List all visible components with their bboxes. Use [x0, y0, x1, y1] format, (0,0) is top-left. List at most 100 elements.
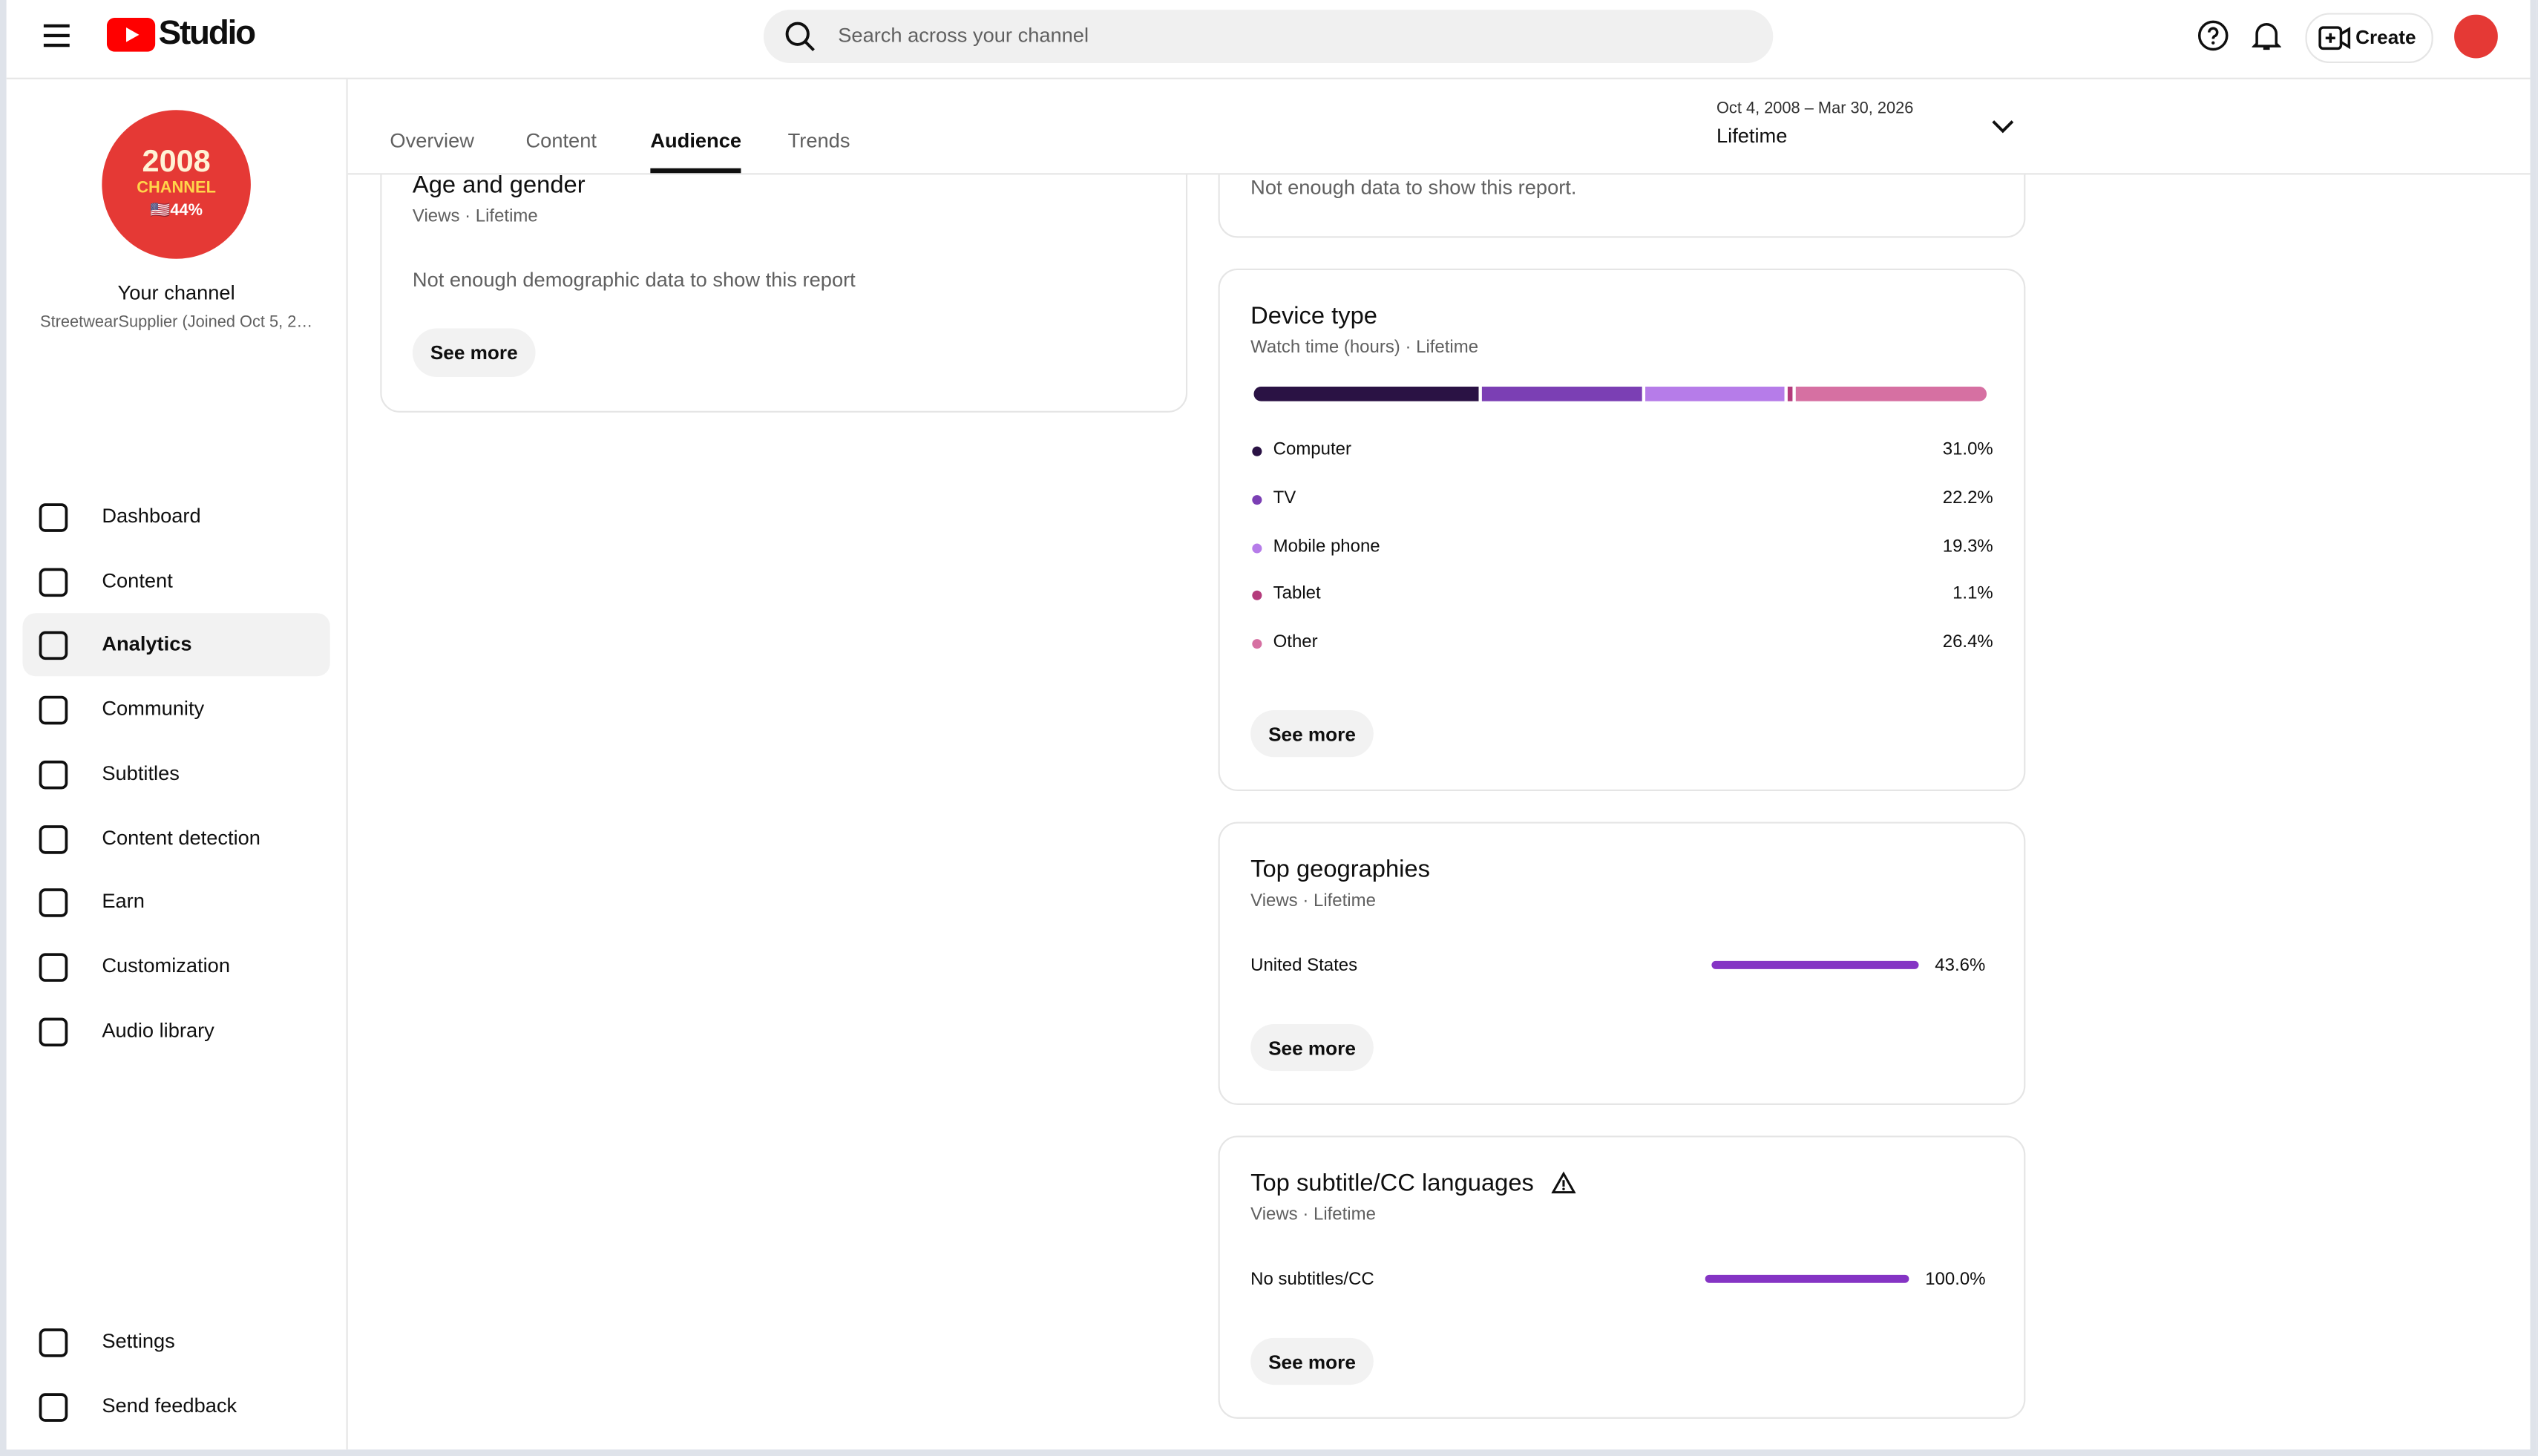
nav-icon [39, 1328, 68, 1357]
tab-bar: Oct 4, 2008 – Mar 30, 2026 Lifetime Over… [347, 79, 2531, 175]
nav-label: Community [102, 697, 205, 721]
nav-icon [39, 953, 68, 982]
nav-label: Dashboard [102, 505, 201, 528]
top-subtitle-languages-card: Top subtitle/CC languages Views · Lifeti… [1218, 1135, 2026, 1419]
menu-icon[interactable] [42, 23, 71, 49]
device-bar-segment [1787, 387, 1793, 401]
see-more-button[interactable]: See more [412, 328, 536, 377]
nav-item[interactable]: Content detection [23, 807, 330, 870]
avatar-text: 🇺🇸44% [150, 202, 203, 220]
device-bar-segment [1645, 387, 1785, 401]
card-title: Device type [1250, 302, 1377, 330]
warning-icon[interactable] [1551, 1171, 1576, 1194]
nav-item[interactable]: Community [23, 678, 330, 741]
tab[interactable]: Audience [650, 79, 742, 174]
legend-value: 19.3% [1942, 536, 1993, 557]
see-more-button[interactable]: See more [1250, 710, 1374, 758]
legend-value: 1.1% [1952, 584, 1993, 604]
legend-dot [1252, 639, 1262, 649]
device-type-card: Device type Watch time (hours) · Lifetim… [1218, 268, 2026, 792]
frame [0, 0, 7, 1456]
legend-label: TV [1273, 488, 1296, 508]
card-message: Not enough data to show this report. [1250, 176, 1577, 200]
legend-value: 26.4% [1942, 632, 1993, 652]
notifications-icon[interactable] [2252, 19, 2281, 52]
tab-label: Audience [650, 129, 742, 152]
row-label: United States [1250, 956, 1358, 976]
legend-label: Tablet [1273, 584, 1321, 604]
frame [0, 1449, 2537, 1456]
create-label: Create [2355, 25, 2416, 49]
search-placeholder: Search across your channel [838, 24, 1089, 47]
nav-icon [39, 503, 68, 532]
tab[interactable]: Overview [390, 79, 474, 173]
card-subtitle: Watch time (hours) · Lifetime [1250, 338, 1479, 358]
card-subtitle: Views · Lifetime [412, 207, 538, 227]
channel-avatar[interactable]: 2008 CHANNEL 🇺🇸44% [102, 110, 251, 259]
nav-icon [39, 1393, 68, 1422]
see-more-button[interactable]: See more [1250, 1023, 1374, 1072]
avatar-text: 2008 [142, 145, 211, 180]
sidebar: 2008 CHANNEL 🇺🇸44% Your channel Streetwe… [6, 79, 348, 1450]
legend-value: 31.0% [1942, 439, 1993, 460]
card-title: Age and gender [412, 171, 586, 200]
tab[interactable]: Content [526, 79, 597, 173]
nav-icon [39, 567, 68, 597]
row-bar [1705, 1274, 1909, 1283]
tab-underline [650, 168, 742, 174]
row-bar [1711, 960, 1919, 969]
help-icon[interactable] [2197, 19, 2229, 52]
see-more-button[interactable]: See more [1250, 1337, 1374, 1386]
legend-label: Computer [1273, 439, 1351, 460]
row-value: 43.6% [1935, 956, 1986, 976]
nav-label: Subtitles [102, 761, 180, 784]
card-subtitle: Views · Lifetime [1250, 891, 1376, 911]
tab-label: Trends [787, 129, 850, 152]
card-title: Top geographies [1250, 856, 1430, 884]
account-avatar[interactable] [2454, 14, 2498, 59]
channel-subtitle: StreetwearSupplier (Joined Oct 5, 2… [40, 313, 313, 332]
device-bar-segment [1481, 387, 1642, 401]
frame [2530, 0, 2537, 1456]
nav-item[interactable]: Earn [23, 870, 330, 934]
nav-icon [39, 695, 68, 725]
tab[interactable]: Trends [788, 79, 850, 173]
app-name: Studio [158, 14, 257, 52]
row-value: 100.0% [1925, 1270, 1986, 1290]
logo-icon[interactable] [106, 17, 156, 52]
nav-label: Content [102, 568, 173, 592]
legend-dot [1252, 542, 1262, 553]
card-subtitle: Views · Lifetime [1250, 1205, 1376, 1225]
device-bar-segment [1795, 387, 1987, 401]
dropdown-icon[interactable] [1992, 118, 2015, 134]
nav-item[interactable]: Content [23, 550, 330, 613]
legend-label: Other [1273, 632, 1318, 652]
search-box[interactable]: Search across your channel [763, 10, 1774, 64]
avatar-text: CHANNEL [137, 179, 216, 197]
nav-item[interactable]: Dashboard [23, 485, 330, 548]
card-message: Not enough demographic data to show this… [412, 268, 856, 292]
nav-item[interactable]: Subtitles [23, 742, 330, 805]
nav-icon [39, 632, 68, 660]
legend-dot [1252, 494, 1262, 505]
nav-item[interactable]: Analytics [22, 614, 330, 678]
nav-label: Analytics [102, 633, 192, 656]
nav-item[interactable]: Audio library [23, 999, 330, 1062]
legend-label: Mobile phone [1273, 536, 1380, 557]
tab-label: Overview [390, 129, 474, 152]
nav-item[interactable]: Settings [23, 1311, 330, 1374]
nav-item[interactable]: Customization [23, 935, 330, 998]
nav-item[interactable]: Send feedback [23, 1375, 330, 1438]
legend-dot [1252, 446, 1262, 456]
create-button[interactable]: Create [2305, 13, 2433, 64]
nav-label: Send feedback [102, 1394, 237, 1417]
legend-value: 22.2% [1942, 488, 1993, 508]
date-range: Oct 4, 2008 – Mar 30, 2026 [1716, 100, 1914, 119]
nav-label: Content detection [102, 825, 260, 849]
top-bar: Studio Search across your channel Create [6, 0, 2531, 79]
date-period[interactable]: Lifetime [1716, 124, 1788, 148]
card-title: Top subtitle/CC languages [1250, 1170, 1534, 1198]
nav-label: Earn [102, 890, 145, 913]
channel-title: Your channel [117, 281, 235, 304]
